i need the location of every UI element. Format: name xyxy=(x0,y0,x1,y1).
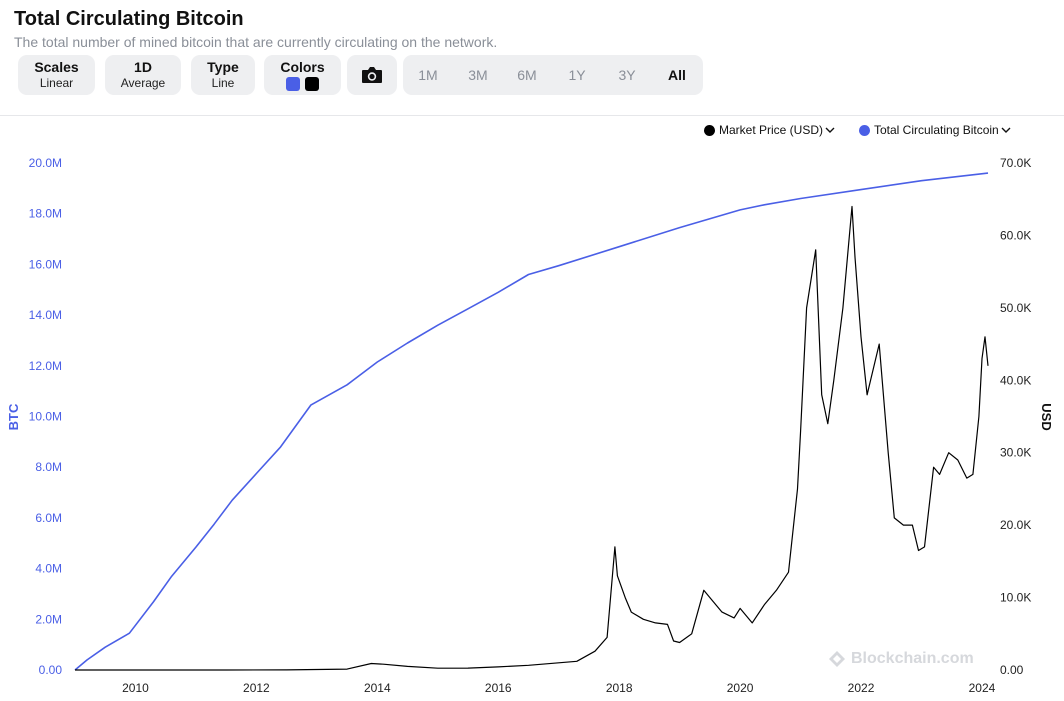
scales-button[interactable]: Scales Linear xyxy=(18,55,95,95)
y-left-tick-label: 2.0M xyxy=(35,612,62,626)
y-left-tick-label: 8.0M xyxy=(35,460,62,474)
chart-legend: Market Price (USD) Total Circulating Bit… xyxy=(0,123,1064,141)
y-right-tick-label: 10.0K xyxy=(1000,591,1031,605)
legend-item-market-price[interactable]: Market Price (USD) xyxy=(704,123,835,137)
range-all-button[interactable]: All xyxy=(668,67,686,83)
page-subtitle: The total number of mined bitcoin that a… xyxy=(14,34,498,50)
y-right-tick-label: 0.00 xyxy=(1000,663,1024,677)
x-tick-label: 2022 xyxy=(848,681,875,695)
legend-dot-market-price xyxy=(704,124,715,136)
type-value: Line xyxy=(211,76,235,90)
header-divider xyxy=(0,115,1064,116)
y-right-tick-label: 50.0K xyxy=(1000,301,1031,315)
period-button[interactable]: 1D Average xyxy=(105,55,181,95)
y-right-tick-label: 60.0K xyxy=(1000,228,1031,242)
y-left-tick-label: 20.0M xyxy=(29,156,62,170)
x-tick-label: 2012 xyxy=(243,681,270,695)
x-tick-label: 2024 xyxy=(969,681,996,695)
page-title: Total Circulating Bitcoin xyxy=(14,8,244,30)
total-circulating-bitcoin-line xyxy=(74,172,989,671)
y-right-tick-label: 30.0K xyxy=(1000,446,1031,460)
camera-icon xyxy=(362,67,382,83)
legend-label-circulating-bitcoin: Total Circulating Bitcoin xyxy=(874,123,999,137)
y-left-tick-label: 14.0M xyxy=(29,308,62,322)
y-left-tick-label: 16.0M xyxy=(29,257,62,271)
x-tick-label: 2018 xyxy=(606,681,633,695)
type-label: Type xyxy=(207,59,239,75)
y-left-tick-label: 18.0M xyxy=(29,207,62,221)
chevron-down-icon xyxy=(1001,127,1011,133)
range-3m-button[interactable]: 3M xyxy=(468,67,488,83)
period-value: Average xyxy=(120,76,166,90)
colors-button[interactable]: Colors xyxy=(264,55,341,95)
blockchain-logo-icon xyxy=(829,651,845,667)
y-left-tick-label: 12.0M xyxy=(29,359,62,373)
market-price-usd-line xyxy=(75,205,989,671)
y-left-axis-title: BTC xyxy=(6,403,21,430)
x-tick-label: 2010 xyxy=(122,681,149,695)
chevron-down-icon xyxy=(825,127,835,133)
y-left-tick-label: 4.0M xyxy=(35,562,62,576)
blockchain-watermark: Blockchain.com xyxy=(828,650,974,668)
scales-label: Scales xyxy=(34,59,79,75)
period-label: 1D xyxy=(134,59,152,75)
range-1m-button[interactable]: 1M xyxy=(418,67,438,83)
y-left-tick-label: 6.0M xyxy=(35,511,62,525)
scales-value: Linear xyxy=(39,76,74,90)
y-left-tick-label: 10.0M xyxy=(29,410,62,424)
watermark-text: Blockchain.com xyxy=(851,650,974,667)
x-tick-label: 2014 xyxy=(364,681,391,695)
y-right-tick-label: 20.0K xyxy=(1000,518,1031,532)
colors-label: Colors xyxy=(280,59,325,75)
range-1y-button[interactable]: 1Y xyxy=(568,67,586,83)
color-swatches xyxy=(286,77,319,91)
screenshot-button[interactable] xyxy=(347,55,397,95)
x-tick-label: 2016 xyxy=(485,681,512,695)
x-tick-label: 2020 xyxy=(727,681,754,695)
y-right-tick-label: 70.0K xyxy=(1000,156,1031,170)
range-selector: 1M 3M 6M 1Y 3Y All xyxy=(403,55,703,95)
color-swatch-circulating[interactable] xyxy=(286,77,300,91)
legend-item-circulating-bitcoin[interactable]: Total Circulating Bitcoin xyxy=(859,123,1011,137)
color-swatch-price[interactable] xyxy=(305,77,319,91)
range-6m-button[interactable]: 6M xyxy=(517,67,537,83)
y-right-axis-title: USD xyxy=(1039,403,1054,430)
legend-label-market-price: Market Price (USD) xyxy=(719,123,824,137)
type-button[interactable]: Type Line xyxy=(191,55,255,95)
range-3y-button[interactable]: 3Y xyxy=(618,67,636,83)
legend-dot-circulating-bitcoin xyxy=(859,124,870,136)
y-left-tick-label: 0.00 xyxy=(39,663,63,677)
y-right-tick-label: 40.0K xyxy=(1000,373,1031,387)
